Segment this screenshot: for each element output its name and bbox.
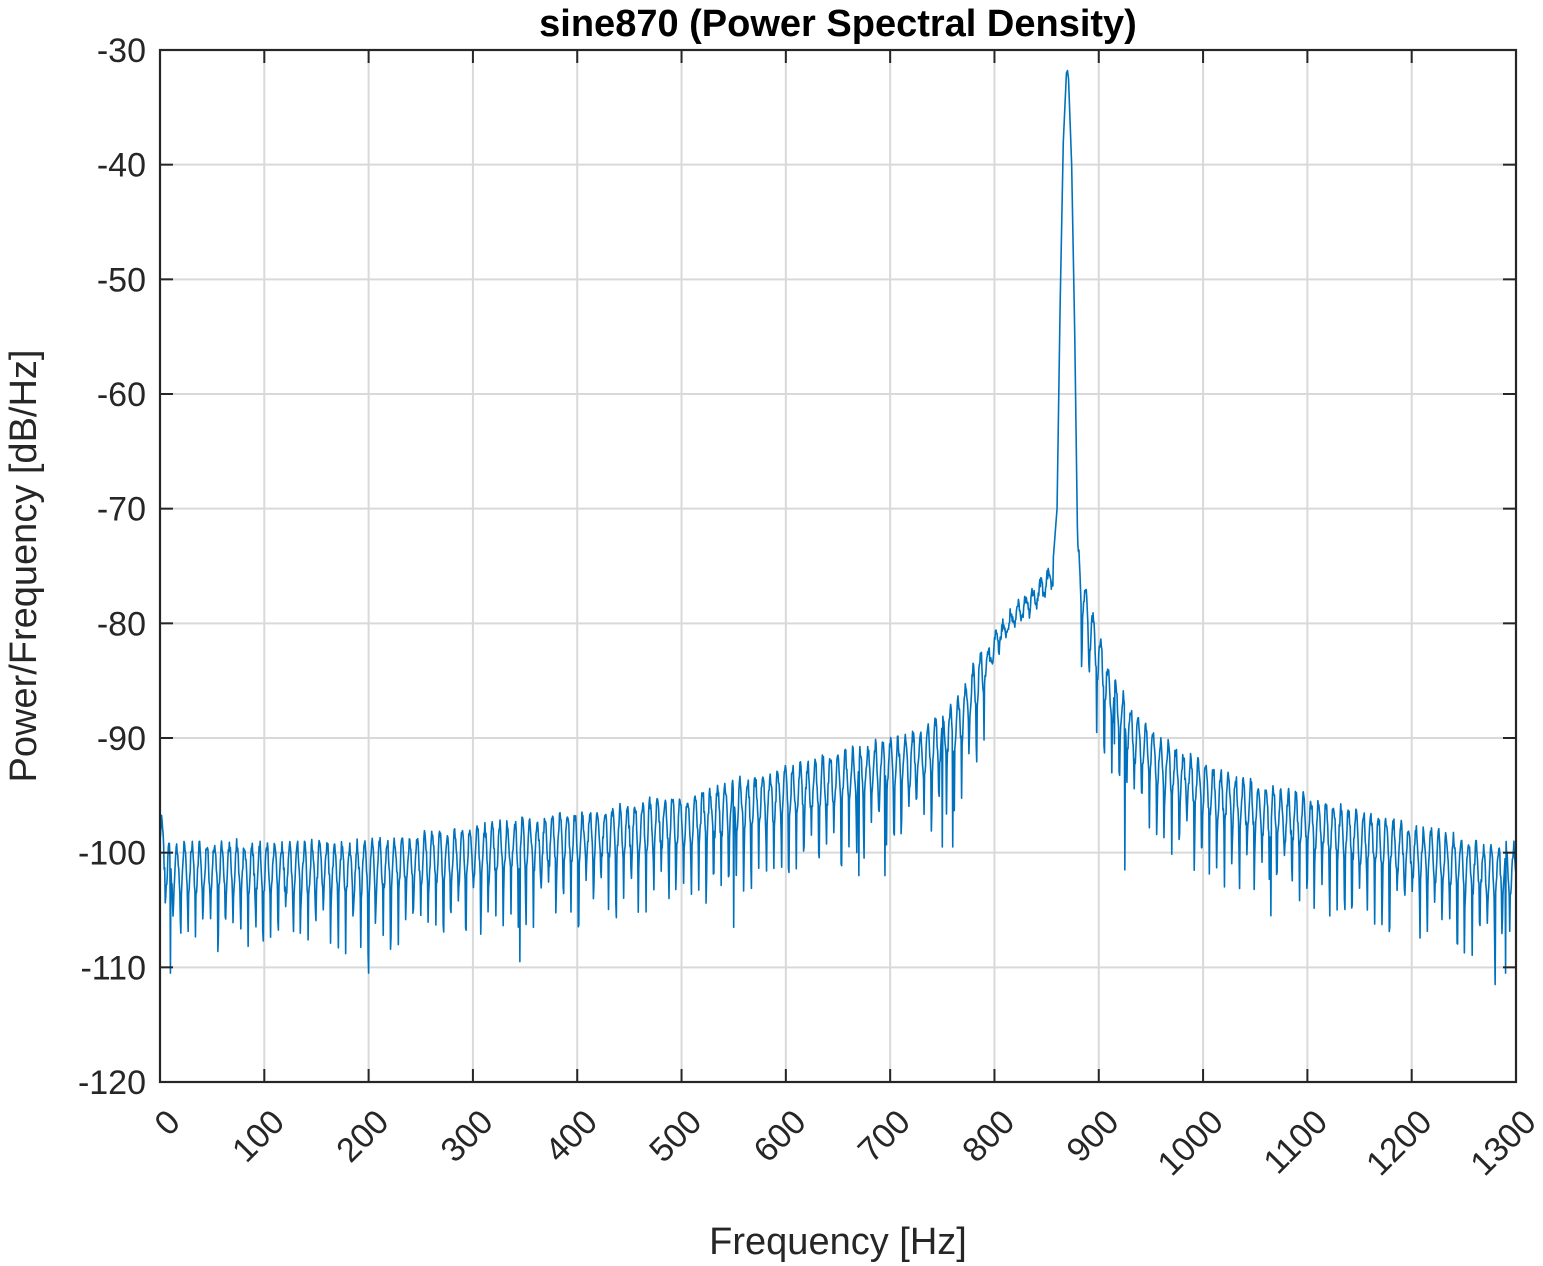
y-tick-label: -110 xyxy=(80,949,146,987)
x-tick-label: 800 xyxy=(955,1103,1022,1170)
x-axis-label: Frequency [Hz] xyxy=(709,1221,967,1263)
x-tick-label: 0 xyxy=(147,1103,187,1143)
y-tick-label: -30 xyxy=(97,32,146,70)
y-tick-label: -70 xyxy=(97,491,146,529)
x-tick-labels: 0 100 200 300 400 500 600 700 800 900 1000 1100 1200… xyxy=(147,1103,1543,1183)
y-tick-labels: -120 -110 -100 -90 -80 -70 -60 -50 -40 -30 xyxy=(78,32,146,1102)
x-tick-label: 1200 xyxy=(1359,1103,1439,1183)
y-tick-label: -60 xyxy=(97,376,146,414)
axis-ticks xyxy=(159,49,1517,1083)
x-tick-label: 700 xyxy=(851,1103,918,1170)
grid-lines xyxy=(159,49,1517,1083)
x-tick-label: 600 xyxy=(747,1103,814,1170)
x-tick-label: 1300 xyxy=(1463,1103,1543,1183)
x-tick-label: 100 xyxy=(225,1103,292,1170)
x-tick-label: 1000 xyxy=(1150,1103,1230,1183)
x-tick-label: 400 xyxy=(538,1103,605,1170)
plot-area xyxy=(159,69,1517,986)
x-tick-label: 200 xyxy=(329,1103,396,1170)
y-tick-label: -100 xyxy=(78,835,146,873)
y-tick-label: -50 xyxy=(97,261,146,299)
y-tick-label: -80 xyxy=(97,605,146,643)
x-tick-label: 500 xyxy=(642,1103,709,1170)
y-axis-label: Power/Frequency [dB/Hz] xyxy=(3,350,45,783)
chart-title: sine870 (Power Spectral Density) xyxy=(539,3,1137,45)
y-tick-label: -40 xyxy=(97,147,146,185)
y-tick-label: -120 xyxy=(78,1064,146,1102)
y-tick-label: -90 xyxy=(97,720,146,758)
axes-frame xyxy=(158,48,1518,1084)
x-tick-label: 900 xyxy=(1059,1103,1126,1170)
psd-series-line xyxy=(159,69,1517,986)
x-tick-label: 1100 xyxy=(1256,1103,1335,1182)
x-tick-label: 300 xyxy=(434,1103,501,1170)
